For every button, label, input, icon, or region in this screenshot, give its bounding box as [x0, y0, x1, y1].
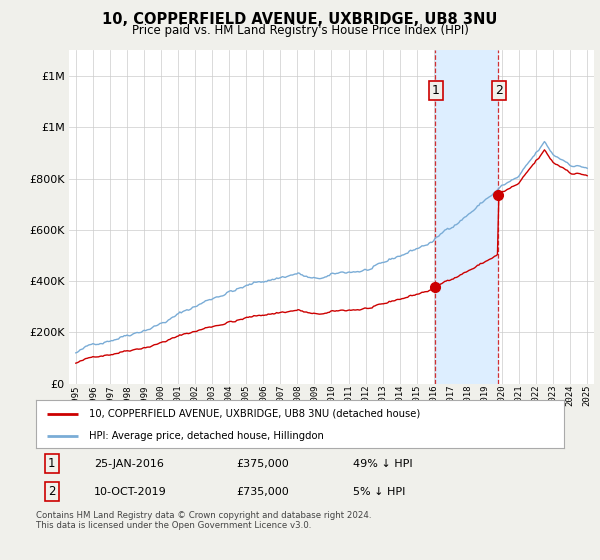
- Text: £375,000: £375,000: [236, 459, 289, 469]
- Text: HPI: Average price, detached house, Hillingdon: HPI: Average price, detached house, Hill…: [89, 431, 323, 441]
- Text: 1: 1: [48, 457, 56, 470]
- Text: 10, COPPERFIELD AVENUE, UXBRIDGE, UB8 3NU: 10, COPPERFIELD AVENUE, UXBRIDGE, UB8 3N…: [103, 12, 497, 27]
- Text: 25-JAN-2016: 25-JAN-2016: [94, 459, 164, 469]
- Text: Contains HM Land Registry data © Crown copyright and database right 2024.
This d: Contains HM Land Registry data © Crown c…: [36, 511, 371, 530]
- Text: 10, COPPERFIELD AVENUE, UXBRIDGE, UB8 3NU (detached house): 10, COPPERFIELD AVENUE, UXBRIDGE, UB8 3N…: [89, 409, 420, 419]
- Text: 2: 2: [48, 485, 56, 498]
- Text: 5% ↓ HPI: 5% ↓ HPI: [353, 487, 405, 497]
- Bar: [435, 50, 498, 384]
- Text: 2: 2: [495, 84, 503, 97]
- Text: 1: 1: [432, 84, 440, 97]
- Text: 49% ↓ HPI: 49% ↓ HPI: [353, 459, 412, 469]
- Text: Price paid vs. HM Land Registry's House Price Index (HPI): Price paid vs. HM Land Registry's House …: [131, 24, 469, 37]
- Text: 10-OCT-2019: 10-OCT-2019: [94, 487, 167, 497]
- Text: £735,000: £735,000: [236, 487, 289, 497]
